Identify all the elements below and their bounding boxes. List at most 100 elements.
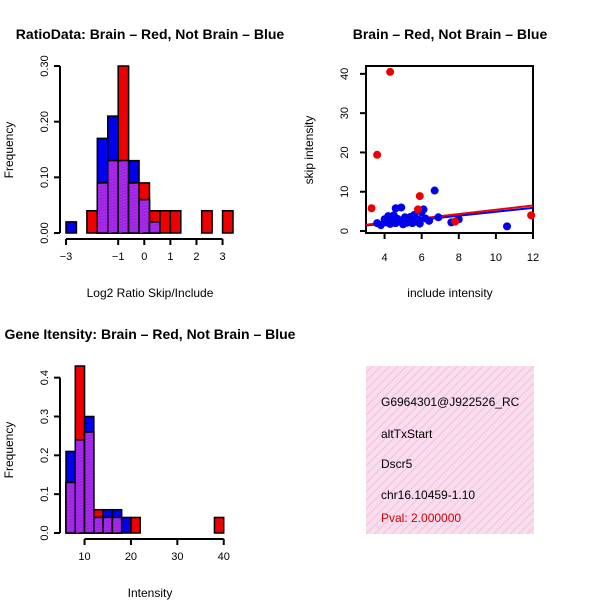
x-tick-label: 10 bbox=[78, 551, 90, 563]
overlap-texture-7 bbox=[139, 209, 149, 212]
overlap-texture-1 bbox=[76, 476, 84, 480]
scatter-point-not-brain-26 bbox=[430, 186, 439, 195]
overlap-texture-3 bbox=[98, 186, 107, 190]
overlap-texture-1 bbox=[76, 458, 84, 462]
scatter-xlabel: include intensity bbox=[407, 286, 492, 300]
x-tick-label: 30 bbox=[171, 551, 183, 563]
ratio-histogram-bars bbox=[65, 65, 234, 234]
overlap-texture-2 bbox=[85, 489, 93, 493]
overlap-texture-6 bbox=[129, 195, 139, 199]
scatter-point-brain-1 bbox=[373, 150, 382, 159]
overlap-texture-1 bbox=[76, 473, 84, 477]
overlap-texture-2 bbox=[85, 450, 93, 454]
overlap-texture-5 bbox=[119, 161, 128, 164]
scatter-point-not-brain-23 bbox=[419, 205, 428, 214]
overlap-texture-0 bbox=[66, 492, 75, 495]
overlap-texture-4 bbox=[108, 215, 118, 218]
overlap-texture-2 bbox=[85, 513, 93, 517]
overlap-texture-1 bbox=[76, 518, 84, 522]
overlap-texture-2 bbox=[85, 498, 93, 502]
overlap-texture-7 bbox=[139, 206, 149, 209]
histogram-bar-brain-13 bbox=[200, 209, 213, 234]
overlap-texture-1 bbox=[76, 449, 84, 453]
y-tick-label: 0.4 bbox=[39, 370, 51, 385]
overlap-texture-7 bbox=[139, 212, 149, 215]
overlap-texture-6 bbox=[129, 201, 139, 205]
scatter-point-not-brain-32 bbox=[415, 216, 424, 225]
overlap-texture-4 bbox=[108, 194, 118, 197]
intensity-histogram-panel: Gene Itensity: Brain – Red, Not Brain – … bbox=[2, 326, 296, 600]
overlap-texture-5 bbox=[119, 218, 128, 221]
overlap-texture-5 bbox=[113, 524, 121, 527]
overlap-texture-4 bbox=[108, 176, 118, 179]
x-tick-label: 20 bbox=[125, 551, 137, 563]
overlap-texture-5 bbox=[119, 176, 128, 179]
overlap-texture-5 bbox=[119, 167, 128, 170]
overlap-texture-6 bbox=[129, 183, 139, 187]
overlap-texture-5 bbox=[119, 203, 128, 206]
scatter-points bbox=[367, 67, 536, 231]
overlap-texture-3 bbox=[98, 204, 107, 208]
overlap-texture-2 bbox=[85, 501, 93, 505]
overlap-texture-1 bbox=[76, 506, 84, 510]
overlap-texture-5 bbox=[113, 530, 121, 533]
overlap-texture-2 bbox=[85, 492, 93, 496]
x-tick-label: 2 bbox=[193, 251, 199, 263]
overlap-texture-7 bbox=[139, 203, 149, 206]
x-tick-label: 4 bbox=[381, 252, 387, 264]
overlap-texture-2 bbox=[85, 477, 93, 481]
y-tick-label: 10 bbox=[339, 186, 351, 198]
overlap-texture-4 bbox=[104, 524, 112, 527]
y-tick-label: 0.1 bbox=[39, 487, 51, 502]
intensity-histogram-x-axis: 10 20 30 40 bbox=[78, 538, 230, 563]
x-tick-label: −3 bbox=[60, 251, 73, 263]
overlap-texture-1 bbox=[76, 467, 84, 471]
overlap-texture-2 bbox=[85, 459, 93, 463]
overlap-texture-2 bbox=[85, 486, 93, 490]
ratio-histogram-panel: RatioData: Brain – Red, Not Brain – Blue… bbox=[2, 26, 284, 300]
overlap-texture-2 bbox=[85, 453, 93, 457]
intensity-histogram-y-axis: 0.0 0.1 0.2 0.3 0.4 bbox=[39, 370, 61, 541]
overlap-texture-2 bbox=[85, 438, 93, 442]
overlap-texture-8 bbox=[150, 225, 160, 229]
overlap-texture-4 bbox=[108, 209, 118, 212]
overlap-texture-4 bbox=[108, 167, 118, 170]
overlap-texture-0 bbox=[66, 513, 75, 516]
overlap-texture-4 bbox=[104, 530, 112, 533]
overlap-texture-0 bbox=[66, 495, 75, 498]
overlap-texture-1 bbox=[76, 485, 84, 489]
overlap-texture-6 bbox=[129, 216, 139, 220]
overlap-texture-1 bbox=[76, 500, 84, 504]
overlap-texture-4 bbox=[108, 188, 118, 191]
overlap-texture-2 bbox=[85, 456, 93, 460]
overlap-texture-0 bbox=[66, 507, 75, 510]
overlap-texture-3 bbox=[98, 222, 107, 226]
overlap-texture-2 bbox=[85, 504, 93, 508]
overlap-texture-0 bbox=[66, 519, 75, 522]
overlap-texture-6 bbox=[129, 204, 139, 208]
overlap-texture-1 bbox=[76, 491, 84, 495]
overlap-texture-8 bbox=[150, 228, 160, 232]
overlap-texture-7 bbox=[139, 224, 149, 227]
overlap-texture-5 bbox=[119, 200, 128, 203]
overlap-texture-2 bbox=[85, 474, 93, 478]
overlap-texture-5 bbox=[119, 194, 128, 197]
overlap-texture-7 bbox=[139, 230, 149, 233]
scatter-point-not-brain-31 bbox=[391, 204, 400, 213]
overlap-texture-5 bbox=[119, 215, 128, 218]
overlap-texture-1 bbox=[76, 494, 84, 498]
overlap-texture-6 bbox=[129, 192, 139, 196]
overlap-texture-5 bbox=[119, 206, 128, 209]
scatter-point-brain-4 bbox=[413, 205, 422, 214]
overlap-texture-3 bbox=[98, 198, 107, 202]
x-tick-label: 40 bbox=[218, 551, 230, 563]
overlap-texture-1 bbox=[76, 464, 84, 468]
overlap-texture-3 bbox=[94, 524, 103, 527]
ratio-histogram-y-axis: 0.00 0.10 0.20 0.30 bbox=[39, 55, 61, 244]
overlap-texture-4 bbox=[104, 527, 112, 530]
ratio-histogram-xlabel: Log2 Ratio Skip/Include bbox=[87, 286, 214, 300]
overlap-texture-4 bbox=[108, 221, 118, 224]
overlap-texture-2 bbox=[85, 432, 93, 436]
info-line-gene-name: Dscr5 bbox=[381, 457, 413, 471]
